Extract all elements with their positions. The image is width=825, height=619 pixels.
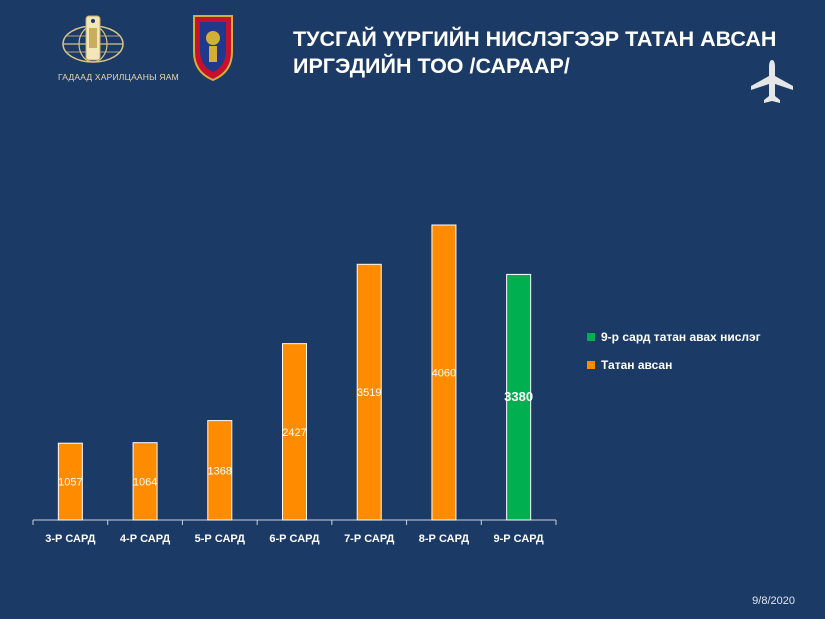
x-tick-label: 9-Р САРД	[494, 533, 544, 545]
x-tick-label: 4-Р САРД	[120, 533, 170, 545]
x-tick-label: 5-Р САРД	[195, 533, 245, 545]
bar-repatriated-7	[356, 263, 382, 521]
bar-repatriated-6	[282, 343, 307, 521]
data-label: 1368	[208, 465, 232, 477]
legend: 9-р сард татан авах нислэг Татан авсан	[587, 330, 761, 386]
x-tick-label: 6-Р САРД	[269, 533, 319, 545]
legend-swatch-orange	[587, 361, 595, 369]
ministry-logo-icon	[62, 15, 124, 63]
x-tick-label: 7-Р САРД	[344, 533, 394, 545]
data-label: 3519	[357, 387, 381, 399]
legend-label-upcoming: 9-р сард татан авах нислэг	[601, 330, 761, 344]
bar-repatriated-3	[57, 442, 83, 521]
title-line-2: ИРГЭДИЙН ТОО /САРААР/	[293, 54, 570, 78]
title-line-1: ТУСГАЙ ҮҮРГИЙН НИСЛЭГЭЭР ТАТАН АВСАН	[293, 27, 777, 51]
bar-repatriated-4	[132, 442, 158, 521]
airplane-icon	[751, 60, 793, 103]
data-label: 4060	[432, 368, 456, 380]
data-label: 1057	[58, 477, 82, 489]
legend-item-upcoming: 9-р сард татан авах нислэг	[587, 330, 761, 344]
data-label: 1064	[133, 476, 157, 488]
legend-label-repatriated: Татан авсан	[601, 358, 673, 372]
bar-upcoming-9	[506, 273, 532, 521]
date-label: 9/8/2020	[752, 595, 795, 607]
data-label: 2427	[282, 427, 306, 439]
bar-repatriated-8	[431, 224, 457, 521]
ministry-caption: ГАДААД ХАРИЛЦААНЫ ЯАМ	[58, 72, 179, 82]
page-title: ТУСГАЙ ҮҮРГИЙН НИСЛЭГЭЭР ТАТАН АВСАН ИРГ…	[293, 26, 813, 80]
data-label: 3380	[504, 389, 533, 404]
legend-swatch-green	[587, 333, 595, 341]
shield-emblem-icon	[193, 15, 233, 82]
x-tick-label: 3-Р САРД	[45, 533, 95, 545]
legend-item-repatriated: Татан авсан	[587, 358, 761, 372]
x-tick-label: 8-Р САРД	[419, 533, 469, 545]
bar-repatriated-5	[207, 420, 233, 521]
